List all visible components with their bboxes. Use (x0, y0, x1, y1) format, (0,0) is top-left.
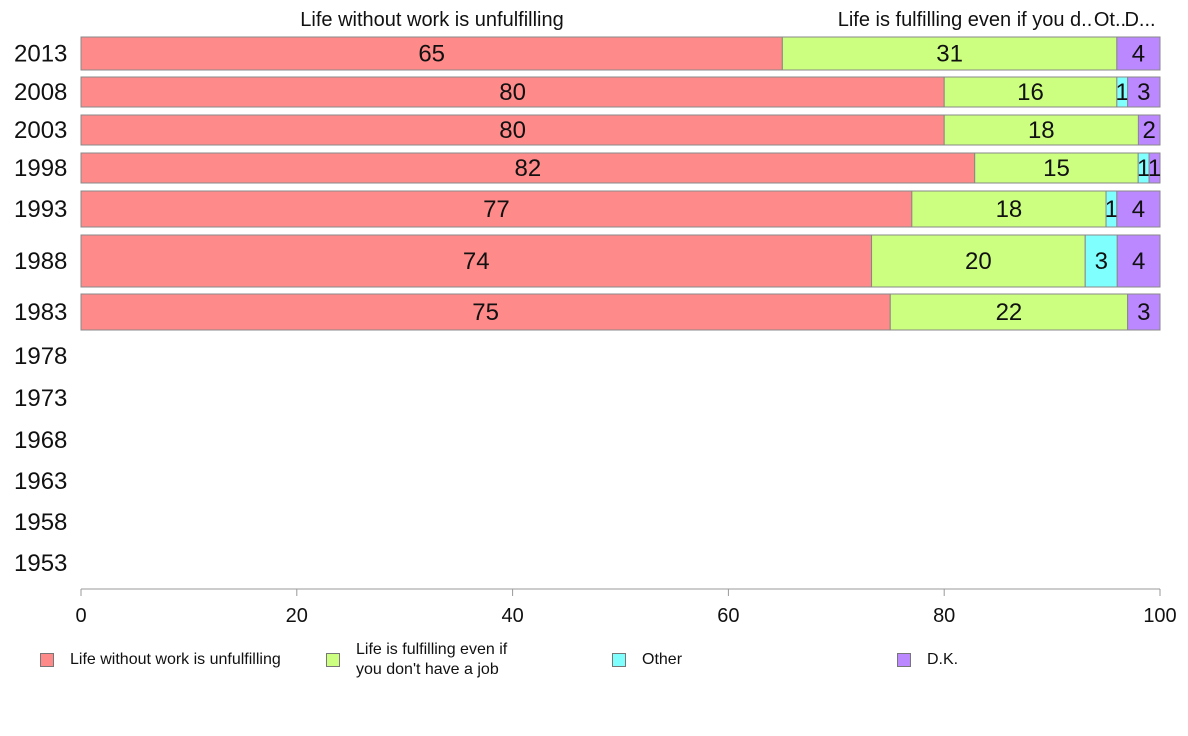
bar-1998-series-3 (1148, 152, 1161, 184)
category-label-2008: 2008 (14, 79, 67, 106)
bar-label-2013-series-3: 4 (1132, 41, 1145, 68)
x-tick-label-60: 60 (717, 605, 739, 627)
bar-1983-series-3 (1127, 293, 1161, 331)
bar-1988-series-0 (80, 234, 873, 288)
category-label-1988: 1988 (14, 248, 67, 275)
bar-label-1988-series-2: 3 (1095, 248, 1108, 275)
category-label-2003: 2003 (14, 117, 67, 144)
legend-swatch-unfulfilling (40, 653, 54, 667)
bar-label-1983-series-1: 22 (996, 299, 1023, 326)
legend-label-fulfilling: Life is fulfilling even if you don't hav… (356, 641, 508, 678)
bar-label-2003-series-0: 80 (499, 117, 526, 144)
bar-label-2013-series-1: 31 (936, 41, 963, 68)
bar-1993-series-3 (1116, 190, 1161, 228)
bar-1998-series-1 (974, 152, 1139, 184)
legend-label-dk: D.K. (927, 651, 959, 668)
bar-label-1998-series-2: 1 (1137, 155, 1150, 182)
legend-swatch-other (612, 653, 626, 667)
legend-label-other: Other (642, 651, 683, 668)
x-tick-label-80: 80 (933, 605, 955, 627)
bar-2003-series-0 (80, 114, 945, 146)
bar-1993-series-1 (911, 190, 1107, 228)
bar-1983-series-1 (889, 293, 1129, 331)
category-label-1983: 1983 (14, 299, 67, 326)
top-series-label-1: Life is fulfilling even if you d.. (838, 9, 1093, 31)
bar-label-1993-series-1: 18 (996, 196, 1023, 223)
x-tick-label-0: 0 (75, 605, 86, 627)
bar-label-2008-series-2: 1 (1116, 79, 1129, 106)
bar-label-2003-series-1: 18 (1028, 117, 1055, 144)
bar-label-1998-series-3: 1 (1148, 155, 1161, 182)
bar-2008-series-3 (1127, 76, 1161, 108)
bar-label-1988-series-1: 20 (965, 248, 992, 275)
x-tick-label-40: 40 (501, 605, 523, 627)
legend-swatch-fulfilling (326, 653, 340, 667)
legend-label-unfulfilling: Life without work is unfulfilling (70, 651, 281, 668)
category-label-1968: 1968 (14, 427, 67, 454)
bar-label-1998-series-0: 82 (515, 155, 542, 182)
category-label-1963: 1963 (14, 468, 67, 495)
legend-swatch-dk (897, 653, 911, 667)
bar-label-2008-series-3: 3 (1137, 79, 1150, 106)
bar-2003-series-3 (1137, 114, 1161, 146)
bar-2008-series-1 (943, 76, 1118, 108)
legend: Life without work is unfulfilling Life i… (0, 638, 1188, 698)
category-label-1958: 1958 (14, 509, 67, 536)
bar-label-1983-series-3: 3 (1137, 299, 1150, 326)
bar-2013-series-0 (80, 36, 783, 71)
legend-item-other: Other (612, 650, 682, 670)
bar-2003-series-1 (943, 114, 1139, 146)
top-series-label-2: Ot.. (1094, 9, 1126, 31)
category-label-2013: 2013 (14, 41, 67, 68)
bar-label-2003-series-3: 2 (1143, 117, 1156, 144)
category-label-1953: 1953 (14, 550, 67, 577)
bar-1988-series-1 (871, 234, 1086, 288)
bar-1988-series-3 (1116, 234, 1161, 288)
bar-label-1988-series-0: 74 (463, 248, 490, 275)
bar-label-1998-series-1: 15 (1043, 155, 1070, 182)
bar-label-1993-series-0: 77 (483, 196, 510, 223)
category-label-1978: 1978 (14, 343, 67, 370)
category-label-1973: 1973 (14, 385, 67, 412)
x-tick-label-100: 100 (1143, 605, 1176, 627)
bar-label-1988-series-3: 4 (1132, 248, 1145, 275)
legend-item-fulfilling: Life is fulfilling even if you don't hav… (326, 640, 507, 680)
bar-1983-series-0 (80, 293, 891, 331)
bar-label-2008-series-0: 80 (499, 79, 526, 106)
bar-label-2013-series-0: 65 (418, 41, 445, 68)
bar-1993-series-0 (80, 190, 913, 228)
legend-item-unfulfilling: Life without work is unfulfilling (40, 650, 281, 670)
bar-1998-series-0 (80, 152, 976, 184)
bar-label-1993-series-2: 1 (1105, 196, 1118, 223)
bar-label-1983-series-0: 75 (472, 299, 499, 326)
top-series-label-0: Life without work is unfulfilling (300, 9, 563, 31)
bar-1988-series-2 (1084, 234, 1118, 288)
category-label-1998: 1998 (14, 155, 67, 182)
stacked-bar-chart: 2013200820031998199319881983197819731968… (14, 9, 1177, 627)
category-label-1993: 1993 (14, 196, 67, 223)
top-series-label-3: D... (1124, 9, 1155, 31)
bar-label-1993-series-3: 4 (1132, 196, 1145, 223)
legend-item-dk: D.K. (897, 650, 958, 670)
bar-label-2008-series-1: 16 (1017, 79, 1044, 106)
bar-2013-series-1 (781, 36, 1118, 71)
x-tick-label-20: 20 (286, 605, 308, 627)
bar-2013-series-3 (1116, 36, 1161, 71)
